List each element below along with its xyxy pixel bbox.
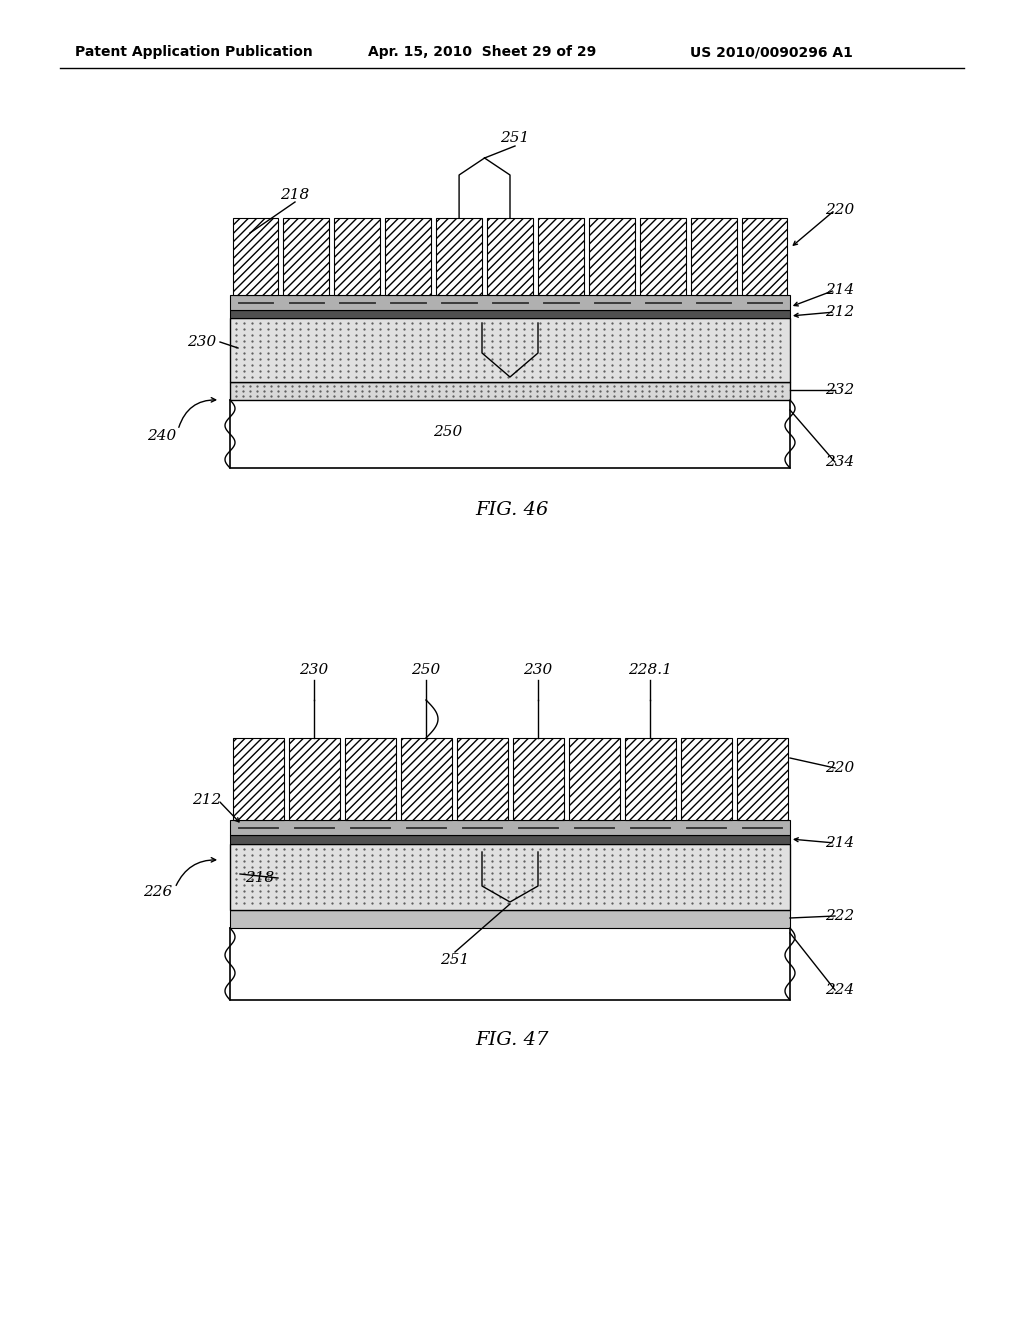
Bar: [436, 218, 482, 294]
Text: 230: 230: [523, 663, 553, 677]
Text: 224: 224: [825, 983, 855, 997]
Text: Apr. 15, 2010  Sheet 29 of 29: Apr. 15, 2010 Sheet 29 of 29: [368, 45, 596, 59]
Bar: [284, 218, 330, 294]
Bar: [230, 843, 790, 909]
Text: 214: 214: [825, 836, 855, 850]
Bar: [741, 218, 787, 294]
Text: 240: 240: [147, 429, 176, 444]
Bar: [230, 294, 790, 310]
Text: FIG. 47: FIG. 47: [475, 1031, 549, 1049]
Text: 226: 226: [143, 884, 173, 899]
Bar: [625, 738, 676, 820]
Bar: [295, 826, 334, 829]
Text: 218: 218: [281, 187, 309, 202]
Bar: [742, 826, 781, 829]
Text: 212: 212: [825, 305, 855, 319]
Bar: [400, 738, 452, 820]
Text: 234: 234: [825, 455, 855, 469]
Text: 218: 218: [246, 871, 274, 884]
Text: 250: 250: [412, 663, 440, 677]
Text: Patent Application Publication: Patent Application Publication: [75, 45, 312, 59]
Bar: [230, 400, 790, 469]
Bar: [538, 218, 584, 294]
Text: 228.1: 228.1: [628, 663, 672, 677]
Text: 214: 214: [825, 282, 855, 297]
Bar: [463, 826, 502, 829]
Text: 251: 251: [440, 953, 470, 968]
Bar: [232, 218, 279, 294]
Bar: [230, 820, 790, 836]
Bar: [512, 738, 563, 820]
Bar: [681, 738, 731, 820]
Text: 251: 251: [501, 131, 529, 145]
Bar: [568, 738, 620, 820]
Bar: [344, 738, 395, 820]
Text: 220: 220: [825, 762, 855, 775]
Text: 220: 220: [825, 203, 855, 216]
Bar: [230, 381, 790, 400]
Text: 250: 250: [433, 425, 463, 440]
Bar: [736, 738, 787, 820]
Text: 222: 222: [825, 909, 855, 923]
Bar: [230, 836, 790, 843]
Bar: [334, 218, 380, 294]
Bar: [407, 826, 445, 829]
Bar: [385, 218, 431, 294]
Bar: [518, 826, 558, 829]
Bar: [640, 218, 686, 294]
Bar: [686, 826, 726, 829]
Bar: [631, 826, 670, 829]
Bar: [230, 318, 790, 381]
Bar: [574, 826, 613, 829]
Text: 232: 232: [825, 383, 855, 397]
Text: 230: 230: [187, 335, 217, 348]
Bar: [350, 826, 389, 829]
Bar: [230, 310, 790, 318]
Text: 212: 212: [193, 793, 221, 807]
Bar: [239, 826, 278, 829]
Bar: [487, 218, 532, 294]
Bar: [230, 909, 790, 928]
Bar: [230, 928, 790, 1001]
Bar: [457, 738, 508, 820]
Text: 230: 230: [299, 663, 329, 677]
Bar: [289, 738, 340, 820]
Text: US 2010/0090296 A1: US 2010/0090296 A1: [690, 45, 853, 59]
Bar: [232, 738, 284, 820]
Text: FIG. 46: FIG. 46: [475, 502, 549, 519]
Bar: [589, 218, 635, 294]
Bar: [690, 218, 736, 294]
